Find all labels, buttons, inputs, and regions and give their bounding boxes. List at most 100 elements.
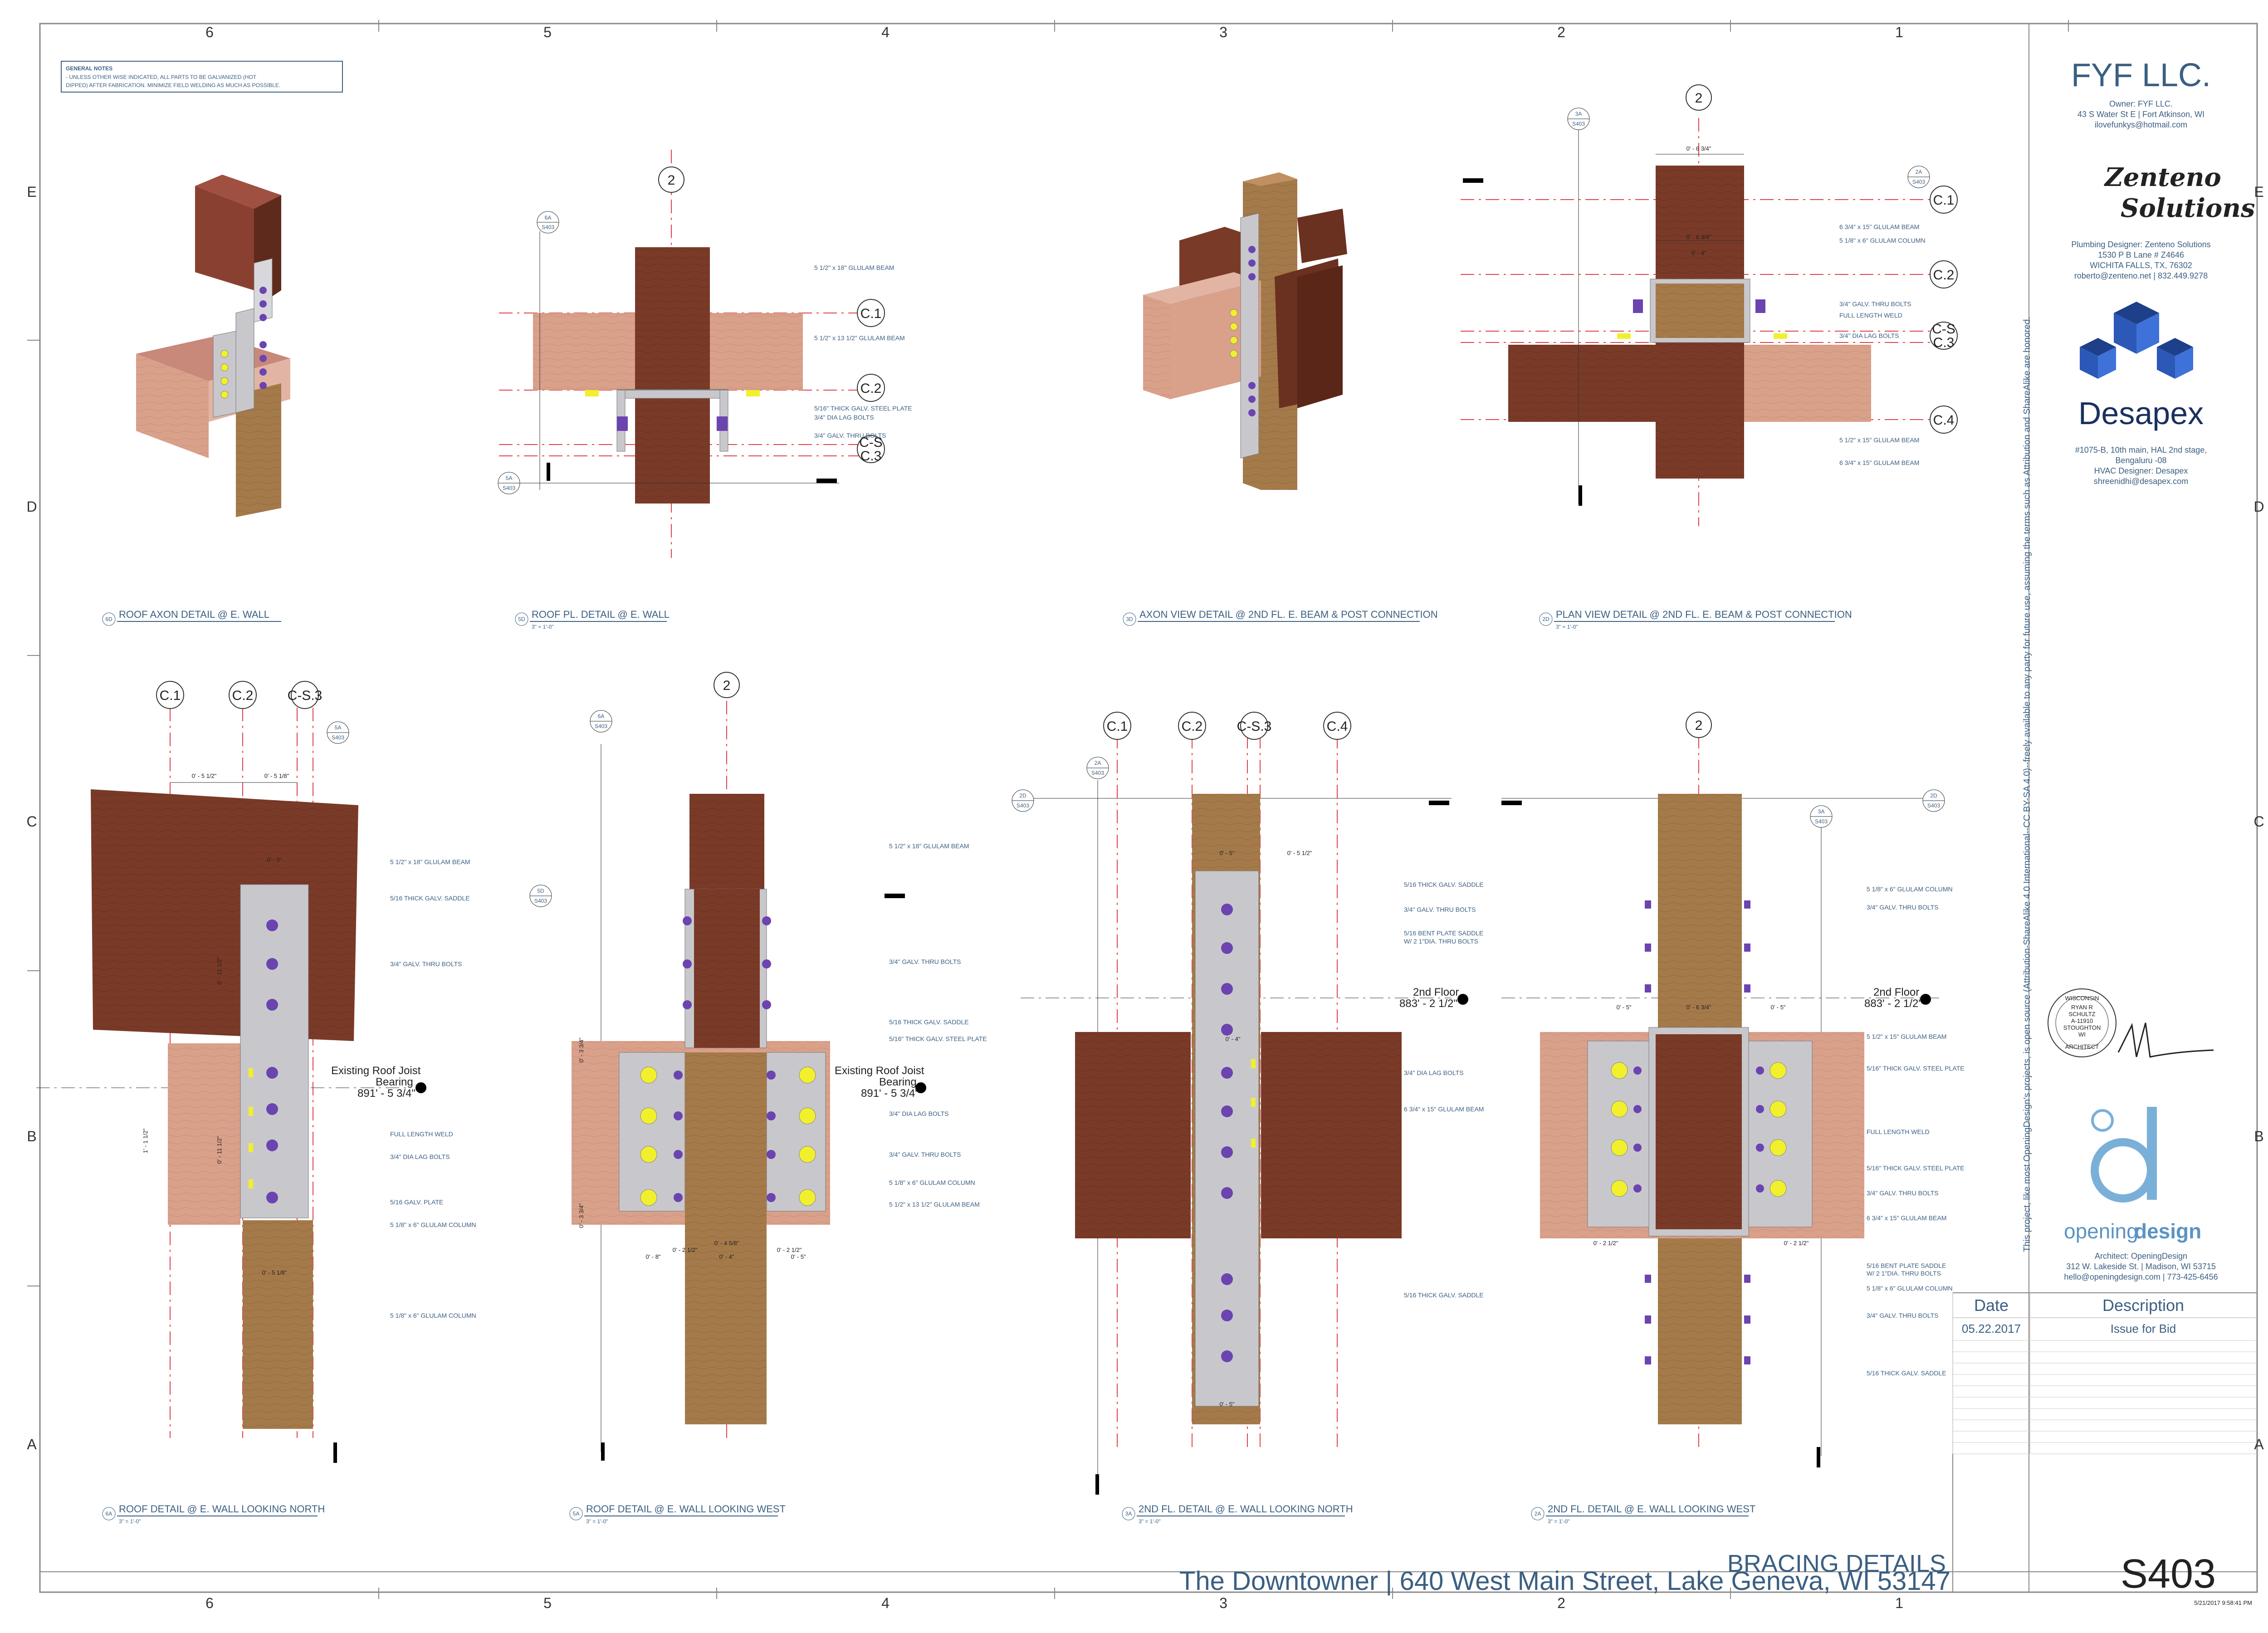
dim-5a-1: 0' - 8" [645, 1253, 660, 1260]
rev-desc: Issue for Bid [2111, 1322, 2176, 1335]
dim-5a-8: 0' - 3 3/4" [578, 1203, 585, 1228]
level-markers: Existing Roof Joist Bearing 891' - 5 3/4… [331, 986, 1931, 1100]
seal-line-4: A-11910 [2071, 1017, 2093, 1024]
callout-2a-col: 5 1/8" x 6" GLULAM COLUMN [1867, 885, 1953, 893]
grid-col-bottom-1: 1 [1895, 1595, 1903, 1611]
callout-5a-thru: 3/4" GALV. THRU BOLTS [889, 958, 961, 965]
view-5d-scale: 3" = 1'-0" [532, 624, 554, 630]
callout-3a-saddle: 5/16 THICK GALV. SADDLE [1404, 881, 1484, 888]
callout-2a-thru-c: 3/4" GALV. THRU BOLTS [1867, 1312, 1939, 1319]
callout-2a-glulam-1-2-15: 5 1/2" x 15" GLULAM BEAM [1867, 1033, 1946, 1040]
view-5d-title: ROOF PL. DETAIL @ E. WALL [532, 609, 670, 620]
callout-5a-glulam-18: 5 1/2" x 18" GLULAM BEAM [889, 842, 969, 850]
callouts-5d: 5 1/2" x 18" GLULAM BEAM 5 1/2" x 13 1/2… [814, 264, 912, 439]
level-5a-roof-elev: 891' - 5 3/4" [861, 1087, 919, 1100]
callout-2d-glulam-15-b: 6 3/4" x 15" GLULAM BEAM [1839, 459, 1919, 466]
view-3a-scale: 3" = 1'-0" [1139, 1518, 1161, 1525]
callout-5a-glulam-13: 5 1/2" x 13 1/2" GLULAM BEAM [889, 1201, 980, 1208]
view-3d-title: AXON VIEW DETAIL @ 2ND FL. E. BEAM & POS… [1139, 609, 1438, 620]
tag-2d-top-sheet: S403 [1572, 121, 1585, 127]
grid-col-top-3: 3 [1219, 24, 1227, 40]
bubble-6a-cs3: C-S.3 [288, 688, 323, 703]
callout-3a-thru: 3/4" GALV. THRU BOLTS [1404, 906, 1476, 913]
bubble-3a-c1: C.1 [1107, 719, 1128, 734]
grid-row-right-d: D [2253, 499, 2264, 515]
callout-2a-glulam-15: 6 3/4" x 15" GLULAM BEAM [1867, 1214, 1946, 1222]
grid-row-right-e: E [2254, 184, 2263, 200]
owner-line-3: ilovefunkys@hotmail.com [2095, 120, 2187, 129]
rev-date: 05.22.2017 [1962, 1322, 2021, 1335]
callout-6a-weld: FULL LENGTH WELD [390, 1130, 453, 1138]
dim-3a-4: 0' - 4" [1225, 1036, 1240, 1042]
callout-3a-glulam-15: 6 3/4" x 15" GLULAM BEAM [1404, 1105, 1484, 1113]
arch-line-2: 312 W. Lakeside St. | Madison, WI 53715 [2066, 1262, 2216, 1271]
dim-5a-3: 0' - 4 5/8" [714, 1240, 739, 1247]
hvac-line-4: shreenidhi@desapex.com [2094, 477, 2188, 486]
tag-2a-side-ref: 2D [1930, 792, 1937, 799]
seal-line-6: WI [2078, 1031, 2086, 1038]
callout-6a-plate: 5/16 GALV. PLATE [390, 1198, 443, 1206]
callouts-6a: 5 1/2" x 18" GLULAM BEAM 5/16 THICK GALV… [390, 858, 476, 1319]
bubble-6a-c1: C.1 [160, 688, 181, 703]
callouts-3a: 5/16 THICK GALV. SADDLE 3/4" GALV. THRU … [1404, 881, 1484, 1299]
project-name: The Downtowner | 640 West Main Street, L… [1179, 1566, 1950, 1596]
view-2d-scale: 3" = 1'-0" [1556, 624, 1578, 630]
callout-5d-steel-plate: 5/16" THICK GALV. STEEL PLATE [814, 405, 912, 412]
dim-2d-3: 0' - 4" [1691, 249, 1706, 256]
dim-2a-1: 0' - 6 3/4" [1686, 1004, 1711, 1011]
dim-5a-4: 0' - 4" [719, 1253, 734, 1260]
tag-5d-bottom-ref: 5A [506, 475, 513, 481]
callout-5a-lag: 3/4" DIA LAG BOLTS [889, 1110, 949, 1117]
grid-column-labels: 6 5 4 3 2 1 6 5 4 3 2 1 [205, 20, 2069, 1611]
grid-row-left-d: D [26, 499, 37, 515]
tag-3a-ref: 2A [1095, 760, 1101, 766]
plumbing-logo-line-2: Solutions [2121, 193, 2255, 223]
plumbing-line-1: Plumbing Designer: Zenteno Solutions [2071, 240, 2210, 249]
callout-3a-bent-1: 5/16 BENT PLATE SADDLE [1404, 929, 1483, 937]
bubble-2d-cs: C-S [1932, 322, 1955, 337]
dim-3a-2: 0' - 5 1/2" [1287, 850, 1312, 856]
tag-5a-sheet: S403 [595, 723, 607, 729]
arch-logo-design: design [2134, 1219, 2201, 1243]
dim-3a-1: 0' - 5" [1219, 850, 1234, 856]
grid-row-left-e: E [27, 184, 36, 200]
bubble-2d-2: 2 [1695, 91, 1703, 106]
seal-line-7: ARCHITECT [2065, 1043, 2099, 1050]
callout-2d-glulam-15: 6 3/4" x 15" GLULAM BEAM [1839, 223, 1919, 230]
dim-5a-7: 0' - 3 3/4" [578, 1037, 585, 1062]
view-3a-tag: 3A [1125, 1511, 1132, 1517]
bubble-2a-2: 2 [1695, 718, 1703, 733]
tag-2a-side-sheet: S403 [1927, 802, 1940, 809]
level-6a-roof-elev: 891' - 5 3/4" [357, 1087, 415, 1100]
openingdesign-logo-icon [2091, 1107, 2157, 1203]
detail-3a-2nd-fl-looking-north [1021, 735, 1452, 1495]
callout-2a-weld: FULL LENGTH WELD [1867, 1128, 1930, 1135]
hvac-logo: Desapex [2078, 396, 2204, 431]
dim-6a-1: 0' - 5 1/2" [192, 772, 217, 779]
detail-3d-axon-2nd-fl [1143, 172, 1347, 490]
tag-2a-ref: 3A [1818, 808, 1825, 815]
grid-col-top-2: 2 [1557, 24, 1565, 40]
grid-row-right-a: A [2254, 1436, 2264, 1452]
general-notes-title: GENERAL NOTES [66, 65, 112, 72]
dim-3a-3: 0' - 5" [1219, 1401, 1234, 1408]
bubble-3a-c2: C.2 [1182, 719, 1203, 734]
tag-2a-sheet: S403 [1815, 818, 1828, 825]
callout-2a-col-b: 5 1/8" x 6" GLULAM COLUMN [1867, 1285, 1953, 1292]
grid-bubbles: 2 C.1 C.2 C-S C.3 2 C.1 C.2 C-S C.3 C.4 … [156, 84, 1958, 740]
callout-3a-saddle-b: 5/16 THICK GALV. SADDLE [1404, 1291, 1484, 1299]
detail-5a-roof-looking-west [572, 701, 905, 1461]
level-5a-roof-1: Existing Roof Joist [835, 1065, 924, 1077]
view-3a-title: 2ND FL. DETAIL @ E. WALL LOOKING NORTH [1139, 1503, 1353, 1515]
grid-row-left-b: B [27, 1128, 36, 1144]
grid-col-top-5: 5 [543, 24, 552, 40]
dim-6a-4: 0' - 5 1/8" [262, 1269, 287, 1276]
sheet-title: BRACING DETAILS [1727, 1550, 1946, 1577]
arch-logo-opening: opening [2064, 1219, 2138, 1243]
plumbing-line-2: 1530 P B Lane # Z4646 [2098, 250, 2184, 259]
grid-col-bottom-2: 2 [1557, 1595, 1565, 1611]
callout-6a-lag: 3/4" DIA LAG BOLTS [390, 1153, 450, 1160]
callout-2a-bent-1: 5/16 BENT PLATE SADDLE [1867, 1262, 1946, 1269]
callout-2d-col: 5 1/8" x 6" GLULAM COLUMN [1839, 237, 1926, 244]
